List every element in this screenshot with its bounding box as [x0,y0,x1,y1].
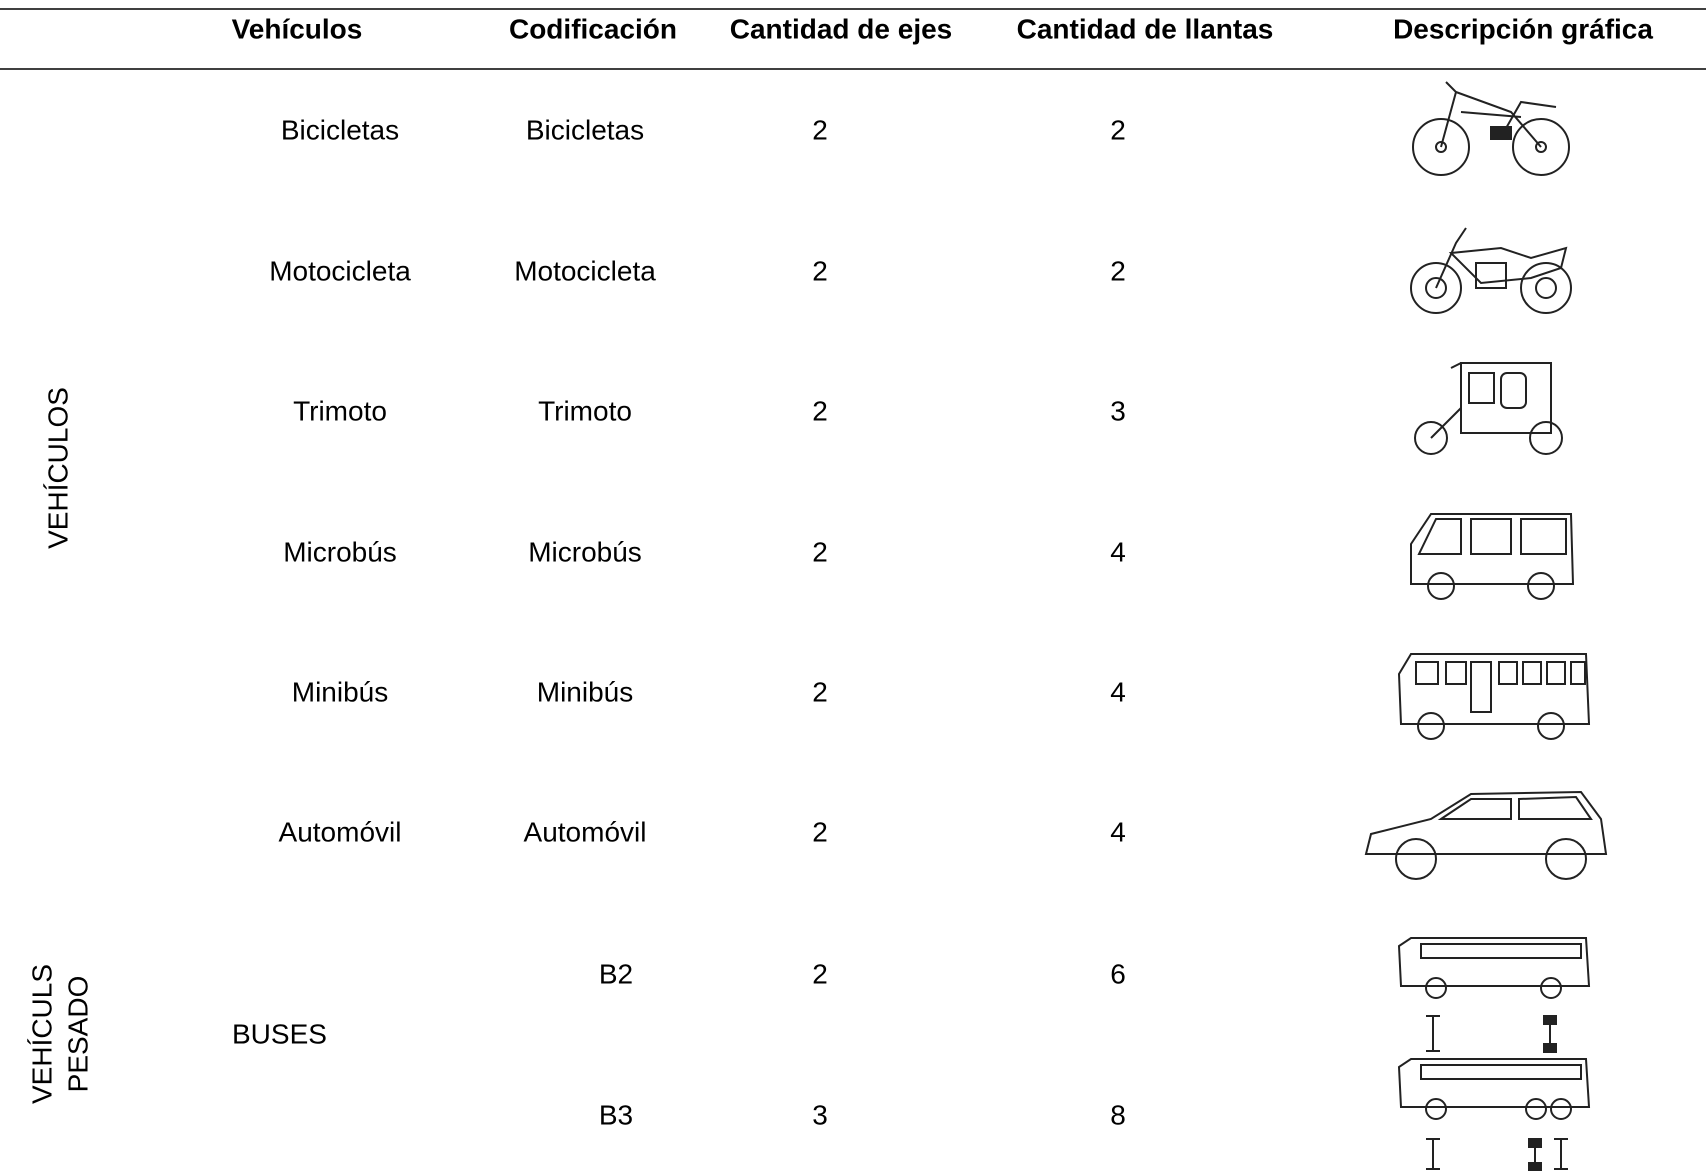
vehicle-name: Bicicletas [281,114,399,145]
group-label: VEHÍCULS [26,964,57,1104]
column-header: Cantidad de llantas [1017,13,1274,44]
car-icon [1364,790,1608,880]
vehicle-name: Motocicleta [269,255,411,286]
group-label: VEHÍCULOS [42,387,73,549]
axle-count: 2 [812,816,828,847]
tire-count: 3 [1110,395,1126,426]
vehicle-name: Trimoto [293,395,387,426]
axle-count: 2 [812,536,828,567]
bus-b2-icon [1397,937,1591,1053]
tire-count: 8 [1110,1099,1126,1130]
microbus-icon [1410,513,1575,600]
tire-count: 4 [1110,676,1126,707]
axle-count: 2 [812,676,828,707]
vehicle-name: Automóvil [279,816,402,847]
vehicle-code: B2 [599,958,633,989]
motorcycle-icon [1410,227,1572,314]
vehicle-code: Automóvil [524,816,647,847]
vehicle-code: B3 [599,1099,633,1130]
trimoto-icon [1414,362,1563,455]
tire-count: 2 [1110,114,1126,145]
group-label: PESADO [62,976,93,1093]
axle-count: 3 [812,1099,828,1130]
axle-count: 2 [812,395,828,426]
vehicle-code: Motocicleta [514,255,656,286]
column-header: Descripción gráfica [1393,13,1653,44]
axle-count: 2 [812,255,828,286]
axle-count: 2 [812,958,828,989]
vehicle-code: Bicicletas [526,114,644,145]
tire-count: 4 [1110,536,1126,567]
tire-count: 4 [1110,816,1126,847]
vehicle-name: Microbús [283,536,397,567]
column-header: Vehículos [232,13,363,44]
vehicle-code: Minibús [537,676,633,707]
minibus-icon [1397,653,1591,740]
bicycle-icon [1412,81,1570,176]
column-header: Cantidad de ejes [730,13,953,44]
vehicle-code: Microbús [528,536,642,567]
tire-count: 6 [1110,958,1126,989]
bus-b3-icon [1397,1058,1591,1171]
vehicle-name: Minibús [292,676,388,707]
tire-count: 2 [1110,255,1126,286]
axle-count: 2 [812,114,828,145]
subgroup-label: BUSES [232,1018,327,1049]
vehicle-code: Trimoto [538,395,632,426]
column-header: Codificación [509,13,677,44]
